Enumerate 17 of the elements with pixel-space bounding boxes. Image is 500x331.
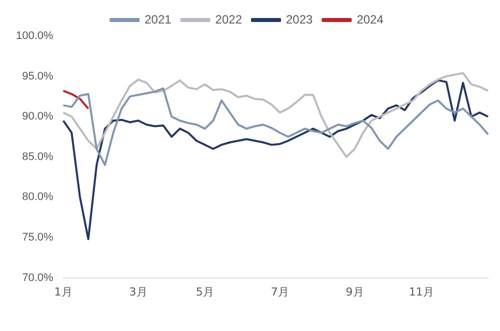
legend-label: 2022 [215, 12, 242, 26]
y-tick-label: 85.0% [22, 150, 54, 163]
legend-label: 2024 [356, 12, 384, 26]
x-tick-label: 5月 [196, 285, 214, 298]
x-tick-label: 1月 [54, 285, 72, 298]
y-tick-label: 75.0% [22, 232, 54, 244]
x-tick-label: 9月 [346, 285, 364, 298]
y-tick-label: 70.0% [22, 272, 54, 284]
y-tick-label: 100.0% [16, 30, 54, 42]
y-tick-label: 90.0% [22, 110, 54, 123]
legend-label: 2021 [144, 12, 172, 26]
y-tick-label: 95.0% [22, 70, 54, 82]
x-tick-label: 7月 [270, 285, 289, 298]
y-tick-label: 80.0% [22, 191, 54, 204]
x-tick-label: 11月 [408, 285, 434, 298]
legend-label: 2023 [286, 12, 314, 26]
x-tick-label: 3月 [129, 285, 148, 298]
